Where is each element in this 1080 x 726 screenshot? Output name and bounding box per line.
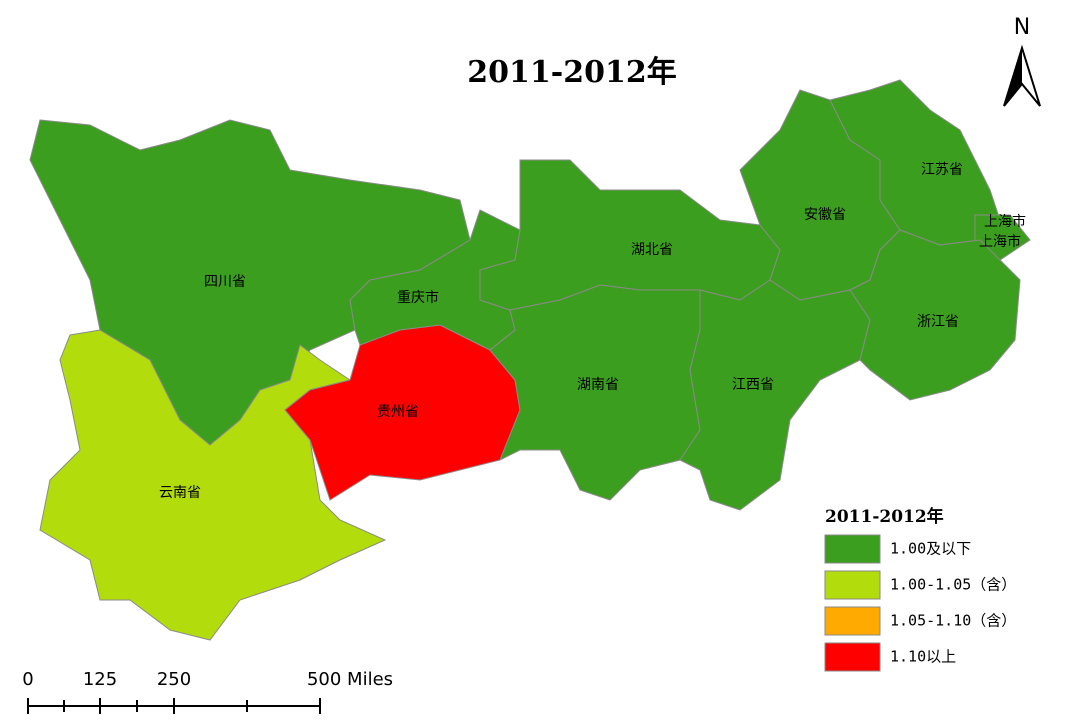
province bbox=[489, 284, 701, 501]
province-label: 上海市 bbox=[984, 213, 1026, 230]
legend-swatch bbox=[824, 642, 881, 672]
legend-swatch bbox=[824, 606, 881, 636]
legend: 2011-2012年 1.00及以下 1.00-1.05（含） 1.05-1.10（… bbox=[824, 506, 1016, 672]
province bbox=[39, 329, 387, 641]
scale-label: 250 bbox=[157, 669, 191, 690]
province-label: 四川省 bbox=[204, 274, 246, 290]
north-arrow: N bbox=[1003, 15, 1041, 107]
province-label: 上海市 bbox=[979, 233, 1021, 250]
scale-label: 125 bbox=[83, 669, 117, 690]
legend-label: 1.00及以下 bbox=[890, 540, 971, 558]
province-label: 贵州省 bbox=[377, 404, 419, 420]
north-label: N bbox=[1014, 15, 1030, 40]
province-label: 安徽省 bbox=[804, 207, 846, 223]
province-labels: 四川省 云南省 贵州省 重庆市 湖北省 湖南省 江西省 安徽省 江苏省 上海市 … bbox=[159, 162, 1026, 501]
legend-label: 1.05-1.10（含） bbox=[890, 612, 1016, 630]
provinces bbox=[29, 79, 1031, 641]
north-arrow-fill bbox=[1004, 48, 1022, 106]
legend-title: 2011-2012年 bbox=[825, 506, 944, 527]
province-label: 湖北省 bbox=[631, 242, 673, 258]
province-label: 湖南省 bbox=[577, 377, 619, 393]
legend-label: 1.10以上 bbox=[890, 648, 956, 666]
legend-label: 1.00-1.05（含） bbox=[890, 576, 1016, 594]
province-label: 浙江省 bbox=[917, 314, 959, 330]
scale-ticks bbox=[27, 698, 321, 714]
legend-swatch bbox=[824, 534, 881, 564]
legend-swatch bbox=[824, 570, 881, 600]
province bbox=[679, 279, 871, 511]
map-title: 2011-2012年 bbox=[467, 55, 676, 90]
province bbox=[849, 229, 1021, 401]
scale-label: 500 Miles bbox=[307, 669, 393, 690]
province-label: 江苏省 bbox=[921, 162, 963, 178]
province-label: 重庆市 bbox=[397, 289, 439, 306]
province-label: 云南省 bbox=[159, 485, 201, 501]
province-label: 江西省 bbox=[732, 377, 774, 393]
province bbox=[479, 159, 781, 311]
scale-bar: 0 125 250 500 Miles bbox=[22, 669, 393, 714]
scale-label: 0 bbox=[22, 669, 33, 690]
